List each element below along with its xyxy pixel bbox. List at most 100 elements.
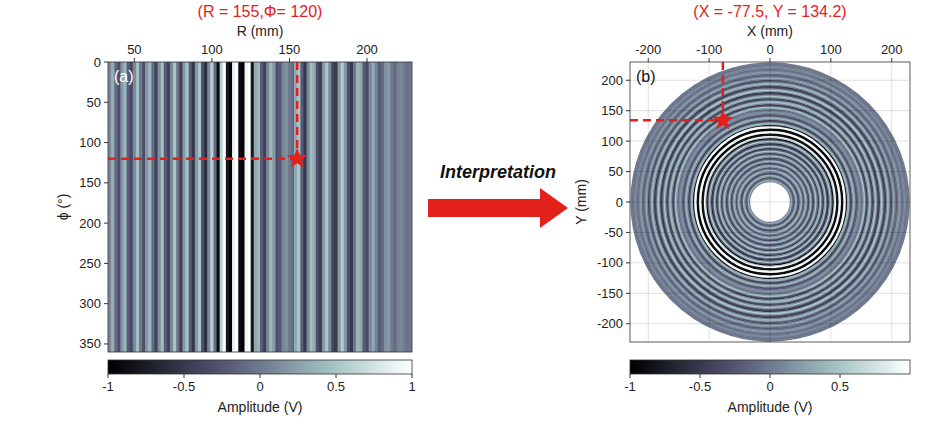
x-tick-label: 200 <box>356 42 378 57</box>
y-tick-label: -50 <box>604 225 623 240</box>
colorbar-tick-label: -0.5 <box>173 379 195 394</box>
grid-line <box>630 323 910 324</box>
star-marker <box>712 109 733 129</box>
y-tick <box>626 171 630 172</box>
colorbar-tick-label: -1 <box>624 379 636 394</box>
x-tick <box>211 58 212 62</box>
colorbar <box>630 360 910 374</box>
colorbar-tick <box>260 374 261 378</box>
y-tick-label: 50 <box>87 95 101 110</box>
y-tick <box>626 80 630 81</box>
colorbar-tick-label: -1 <box>102 379 114 394</box>
x-tick <box>830 58 831 62</box>
x-tick <box>648 58 649 62</box>
panel-letter: (b) <box>636 68 656 85</box>
y-tick-label: 150 <box>601 103 623 118</box>
grid-line <box>630 80 910 81</box>
plot-area <box>108 62 412 352</box>
guide-line <box>630 119 723 122</box>
y-tick-label: -200 <box>597 316 623 331</box>
y-tick <box>104 102 108 103</box>
grid-line <box>630 262 910 263</box>
colorbar <box>108 360 412 374</box>
plot-frame <box>630 62 910 342</box>
colorbar-tick <box>700 374 701 378</box>
y-tick-label: 350 <box>79 336 101 351</box>
colorbar-tick <box>630 374 631 378</box>
x-tick-label: 100 <box>820 42 842 57</box>
y-tick-label: 200 <box>79 216 101 231</box>
y-tick <box>104 303 108 304</box>
colorbar-tick <box>184 374 185 378</box>
grid-line <box>630 232 910 233</box>
colorbar-tick-label: 0.5 <box>327 379 345 394</box>
colorbar-tick-label: -0.5 <box>689 379 711 394</box>
x-tick-label: -200 <box>635 42 661 57</box>
plot-frame <box>108 62 412 352</box>
x-tick-label: 100 <box>201 42 223 57</box>
x-tick-label: -100 <box>696 42 722 57</box>
y-tick-label: 100 <box>601 134 623 149</box>
grid-line <box>630 202 910 203</box>
arrow-label: Interpretation <box>440 162 556 182</box>
colorbar-title: Amplitude (V) <box>728 399 813 415</box>
y-tick <box>626 323 630 324</box>
x-tick <box>709 58 710 62</box>
y-tick <box>104 263 108 264</box>
grid-line <box>630 293 910 294</box>
y-axis-title: Y (mm) <box>573 179 589 225</box>
y-tick <box>626 293 630 294</box>
colorbar-tick-label: 0 <box>766 379 773 394</box>
colorbar-tick <box>770 374 771 378</box>
x-tick <box>134 58 135 62</box>
arrow <box>428 188 568 228</box>
guide-line <box>296 62 299 159</box>
heat-cell <box>409 62 412 352</box>
x-axis-title: X (mm) <box>747 23 793 39</box>
y-tick <box>626 110 630 111</box>
colorbar-tick <box>336 374 337 378</box>
colorbar-tick-label: 1 <box>408 379 415 394</box>
plot-area <box>630 62 910 342</box>
colorbar-tick <box>108 374 109 378</box>
x-tick-label: 200 <box>881 42 903 57</box>
x-tick <box>289 58 290 62</box>
colorbar-tick-label: 0.5 <box>831 379 849 394</box>
colorbar-tick <box>412 374 413 378</box>
x-tick <box>770 58 771 62</box>
y-tick <box>104 182 108 183</box>
colorbar-tick <box>840 374 841 378</box>
y-tick-label: 0 <box>616 195 623 210</box>
guide-line <box>108 157 297 160</box>
y-tick-label: 150 <box>79 175 101 190</box>
panel-letter: (a) <box>114 68 134 85</box>
figure: 50100150200050100150200250300350R (mm)ϕ … <box>0 0 943 436</box>
y-tick <box>626 141 630 142</box>
y-tick-label: -100 <box>597 255 623 270</box>
star-marker <box>287 148 308 168</box>
x-axis-title: R (mm) <box>237 23 284 39</box>
y-tick <box>626 262 630 263</box>
x-tick <box>367 58 368 62</box>
y-tick-label: 0 <box>94 55 101 70</box>
colorbar-tick-label: 0 <box>256 379 263 394</box>
y-tick-label: 200 <box>601 73 623 88</box>
x-tick-label: 150 <box>279 42 301 57</box>
colorbar-title: Amplitude (V) <box>218 399 303 415</box>
y-axis-title: ϕ (°) <box>55 194 71 221</box>
y-tick <box>104 142 108 143</box>
y-tick <box>626 232 630 233</box>
y-tick <box>104 343 108 344</box>
x-tick-label: 0 <box>766 42 773 57</box>
x-tick-label: 50 <box>127 42 141 57</box>
grid-line <box>630 110 910 111</box>
grid-line <box>630 171 910 172</box>
grid-line <box>630 141 910 142</box>
y-tick <box>626 202 630 203</box>
x-tick <box>891 58 892 62</box>
panel-title: (X = -77.5, Y = 134.2) <box>693 3 846 20</box>
y-tick <box>104 223 108 224</box>
y-tick-label: -150 <box>597 286 623 301</box>
y-tick-label: 300 <box>79 296 101 311</box>
y-tick <box>104 62 108 63</box>
